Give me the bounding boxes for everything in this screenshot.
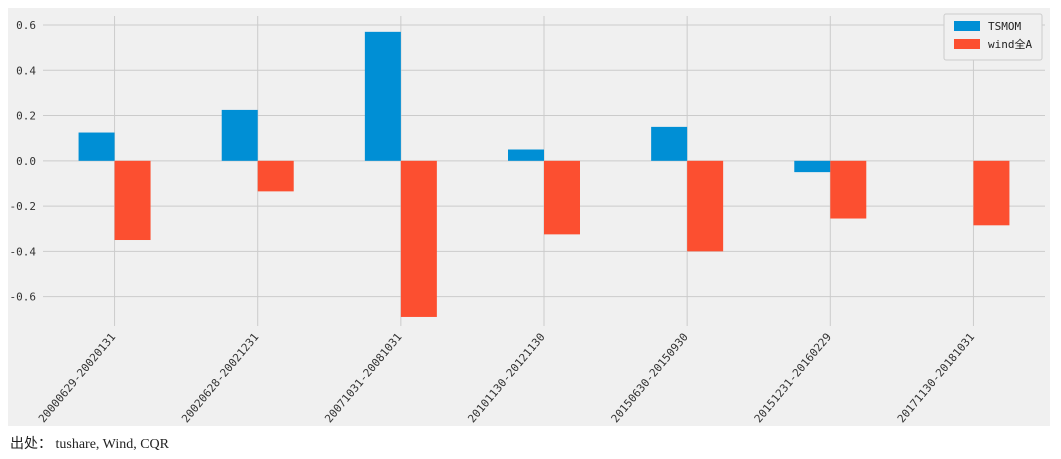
- bar-tsmom: [794, 160, 831, 173]
- bar-chart: -0.6 -0.4 -0.2 0.0 0.2 0.4 0.6 20000629-200201…: [10, 13, 1045, 426]
- bar-tsmom: [221, 109, 258, 161]
- y-axis-ticks: -0.6 -0.4 -0.2 0.0 0.2 0.4 0.6: [10, 19, 37, 304]
- bar-tsmom: [508, 149, 544, 161]
- legend-swatch: [954, 21, 980, 31]
- bar-tsmom: [651, 126, 688, 161]
- x-tick-label: 20171130-20181031: [895, 331, 977, 426]
- source-note: 出处： tushare, Wind, CQR: [10, 437, 170, 452]
- legend-label: wind全A: [988, 37, 1032, 51]
- chart-area: -0.6 -0.4 -0.2 0.0 0.2 0.4 0.6 20000629-200201…: [8, 8, 1050, 426]
- y-tick-label: 0.4: [16, 64, 36, 77]
- y-tick-label: -0.6: [10, 291, 37, 304]
- bar-tsmom: [364, 31, 401, 161]
- legend: TSMOM wind全A: [943, 13, 1043, 61]
- y-tick-label: 0.6: [16, 19, 36, 32]
- bar-wind-a: [973, 160, 1010, 226]
- bar-tsmom: [78, 132, 115, 161]
- bar-wind-a: [114, 160, 151, 241]
- bar-wind-a: [544, 160, 580, 235]
- bar-wind-a: [400, 160, 437, 317]
- legend-swatch: [954, 39, 980, 49]
- x-tick-label: 20150630-20150930: [609, 331, 691, 426]
- x-tick-label: 20020628-20021231: [179, 331, 261, 426]
- bar-wind-a: [687, 160, 724, 252]
- y-tick-label: 0.0: [16, 155, 36, 168]
- x-tick-label: 20000629-20020131: [36, 331, 118, 426]
- bar-wind-a: [257, 160, 294, 192]
- x-axis-ticks: 20000629-20020131 20020628-20021231 200710…: [36, 331, 977, 426]
- legend-label: TSMOM: [988, 20, 1021, 33]
- bar-wind-a: [830, 160, 867, 219]
- bars: [78, 31, 1010, 317]
- y-tick-label: -0.2: [10, 200, 37, 213]
- x-tick-label: 20101130-20121130: [465, 331, 547, 426]
- y-tick-label: -0.4: [10, 245, 37, 258]
- x-tick-label: 20071031-20081031: [322, 331, 404, 426]
- x-tick-label: 20151231-20160229: [752, 331, 834, 426]
- y-tick-label: 0.2: [16, 110, 36, 123]
